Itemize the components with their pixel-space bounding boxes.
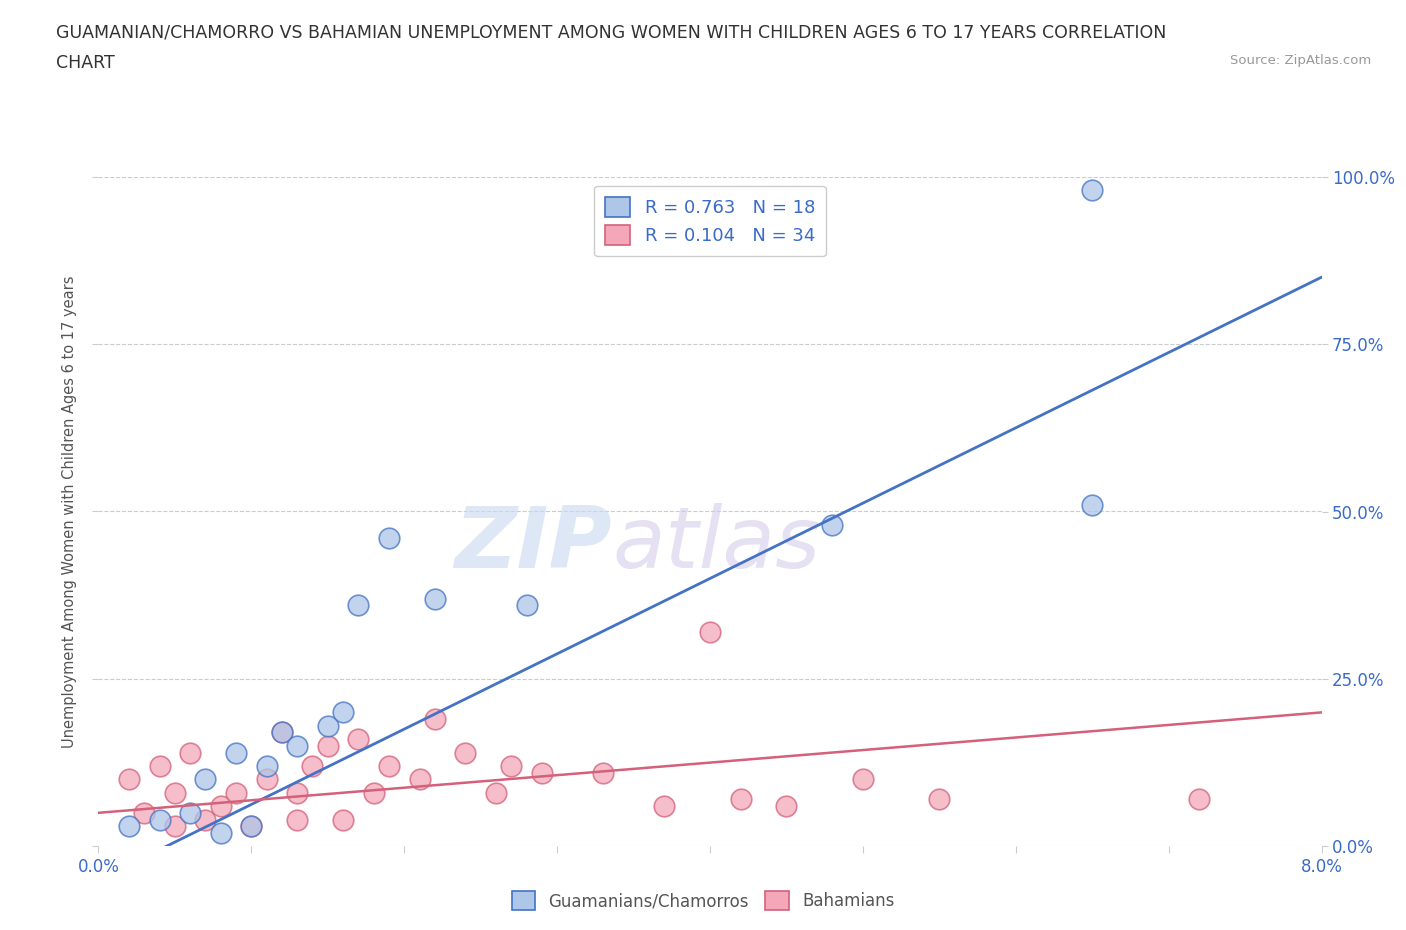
- Point: [209, 799, 232, 814]
- Text: GUAMANIAN/CHAMORRO VS BAHAMIAN UNEMPLOYMENT AMONG WOMEN WITH CHILDREN AGES 6 TO : GUAMANIAN/CHAMORRO VS BAHAMIAN UNEMPLOYM…: [56, 23, 1167, 41]
- Point: [194, 772, 217, 787]
- Point: [163, 818, 186, 833]
- Point: [118, 818, 141, 833]
- Point: [454, 745, 477, 760]
- Point: [301, 759, 323, 774]
- Point: [378, 531, 401, 546]
- Point: [256, 772, 278, 787]
- Point: [1081, 498, 1104, 512]
- Point: [316, 718, 339, 733]
- Point: [270, 725, 294, 740]
- Point: [332, 705, 354, 720]
- Point: [179, 745, 201, 760]
- Point: [285, 738, 308, 753]
- Point: [699, 625, 721, 640]
- Point: [270, 725, 294, 740]
- Point: [516, 598, 538, 613]
- Point: [225, 785, 247, 800]
- Point: [118, 772, 141, 787]
- Point: [730, 792, 752, 807]
- Point: [149, 759, 172, 774]
- Point: [652, 799, 675, 814]
- Point: [194, 812, 217, 827]
- Text: Source: ZipAtlas.com: Source: ZipAtlas.com: [1230, 54, 1371, 67]
- Point: [347, 598, 370, 613]
- Point: [485, 785, 508, 800]
- Y-axis label: Unemployment Among Women with Children Ages 6 to 17 years: Unemployment Among Women with Children A…: [62, 275, 77, 748]
- Point: [928, 792, 950, 807]
- Point: [256, 759, 278, 774]
- Point: [240, 818, 263, 833]
- Point: [347, 732, 370, 747]
- Point: [225, 745, 247, 760]
- Point: [592, 765, 614, 780]
- Point: [408, 772, 430, 787]
- Point: [852, 772, 875, 787]
- Point: [1081, 182, 1104, 197]
- Text: ZIP: ZIP: [454, 503, 612, 587]
- Point: [775, 799, 797, 814]
- Text: atlas: atlas: [612, 503, 820, 587]
- Point: [134, 805, 156, 820]
- Point: [1188, 792, 1211, 807]
- Point: [149, 812, 172, 827]
- Point: [363, 785, 385, 800]
- Point: [179, 805, 201, 820]
- Point: [316, 738, 339, 753]
- Point: [285, 785, 308, 800]
- Point: [821, 517, 844, 532]
- Point: [240, 818, 263, 833]
- Point: [209, 826, 232, 841]
- Point: [378, 759, 401, 774]
- Point: [423, 591, 446, 606]
- Legend: R = 0.763   N = 18, R = 0.104   N = 34: R = 0.763 N = 18, R = 0.104 N = 34: [595, 186, 825, 257]
- Point: [423, 711, 446, 726]
- Point: [530, 765, 553, 780]
- Legend: Guamanians/Chamorros, Bahamians: Guamanians/Chamorros, Bahamians: [505, 884, 901, 917]
- Point: [163, 785, 186, 800]
- Point: [285, 812, 308, 827]
- Point: [332, 812, 354, 827]
- Text: CHART: CHART: [56, 54, 115, 72]
- Point: [501, 759, 523, 774]
